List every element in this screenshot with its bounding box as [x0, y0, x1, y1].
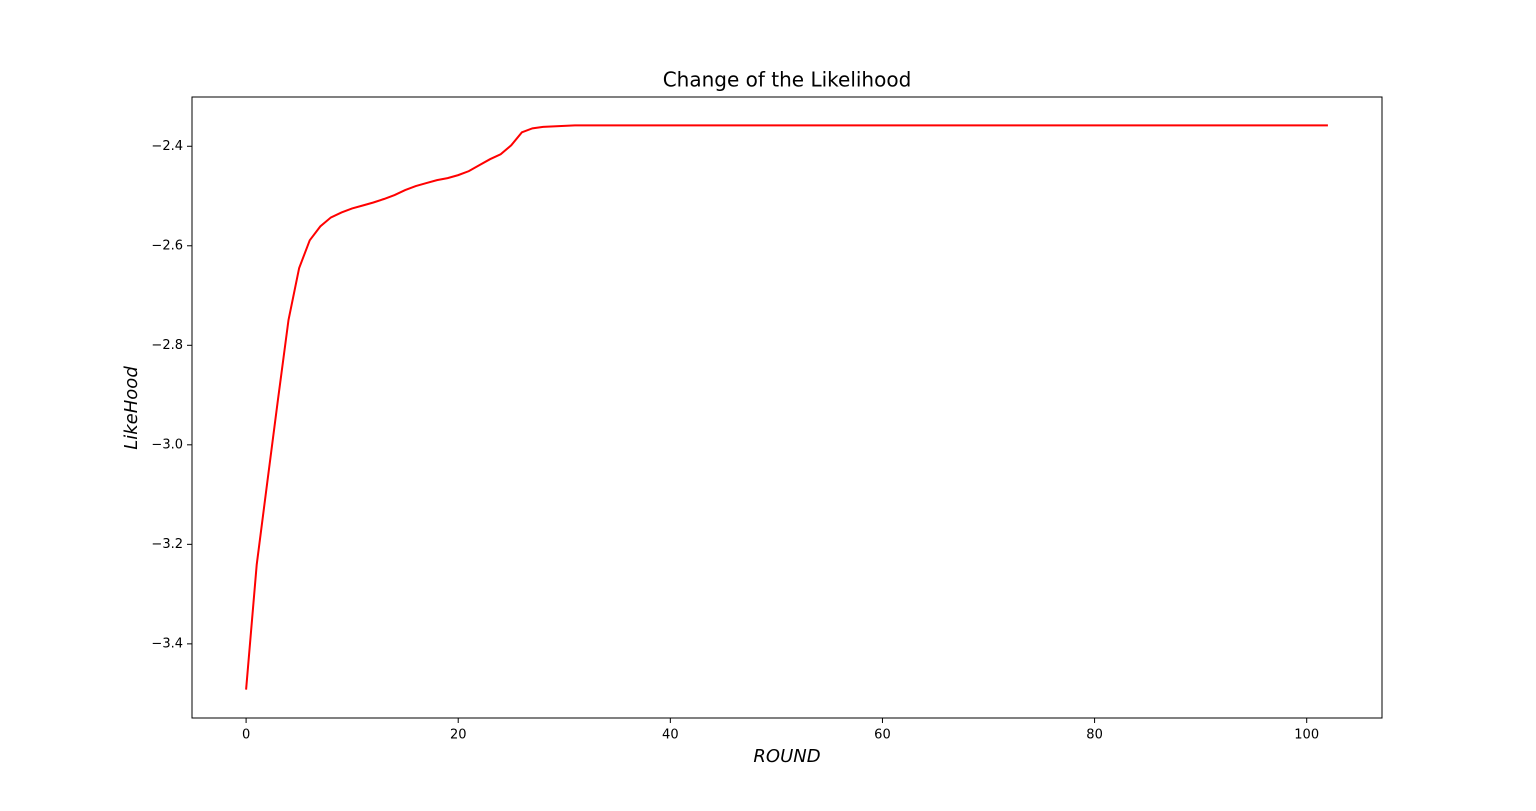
y-axis-label: LikeHood	[121, 366, 142, 450]
x-tick-label: 80	[1086, 728, 1103, 743]
x-tick-label: 60	[874, 728, 891, 743]
plot-frame	[191, 96, 1383, 719]
x-tick-label: 40	[662, 728, 679, 743]
x-axis-label: ROUND	[753, 746, 820, 767]
y-tick-label: −2.6	[151, 238, 183, 253]
x-tick-label: 100	[1294, 728, 1319, 743]
y-tick-label: −2.8	[151, 338, 183, 353]
y-tick-label: −3.0	[151, 437, 183, 452]
chart-title: Change of the Likelihood	[663, 68, 912, 92]
data-line	[245, 124, 1328, 690]
x-tick-label: 20	[450, 728, 467, 743]
x-tick-label: 0	[242, 728, 250, 743]
y-tick-label: −3.4	[151, 636, 183, 651]
y-tick-label: −2.4	[151, 139, 183, 154]
y-tick-label: −3.2	[151, 537, 183, 552]
